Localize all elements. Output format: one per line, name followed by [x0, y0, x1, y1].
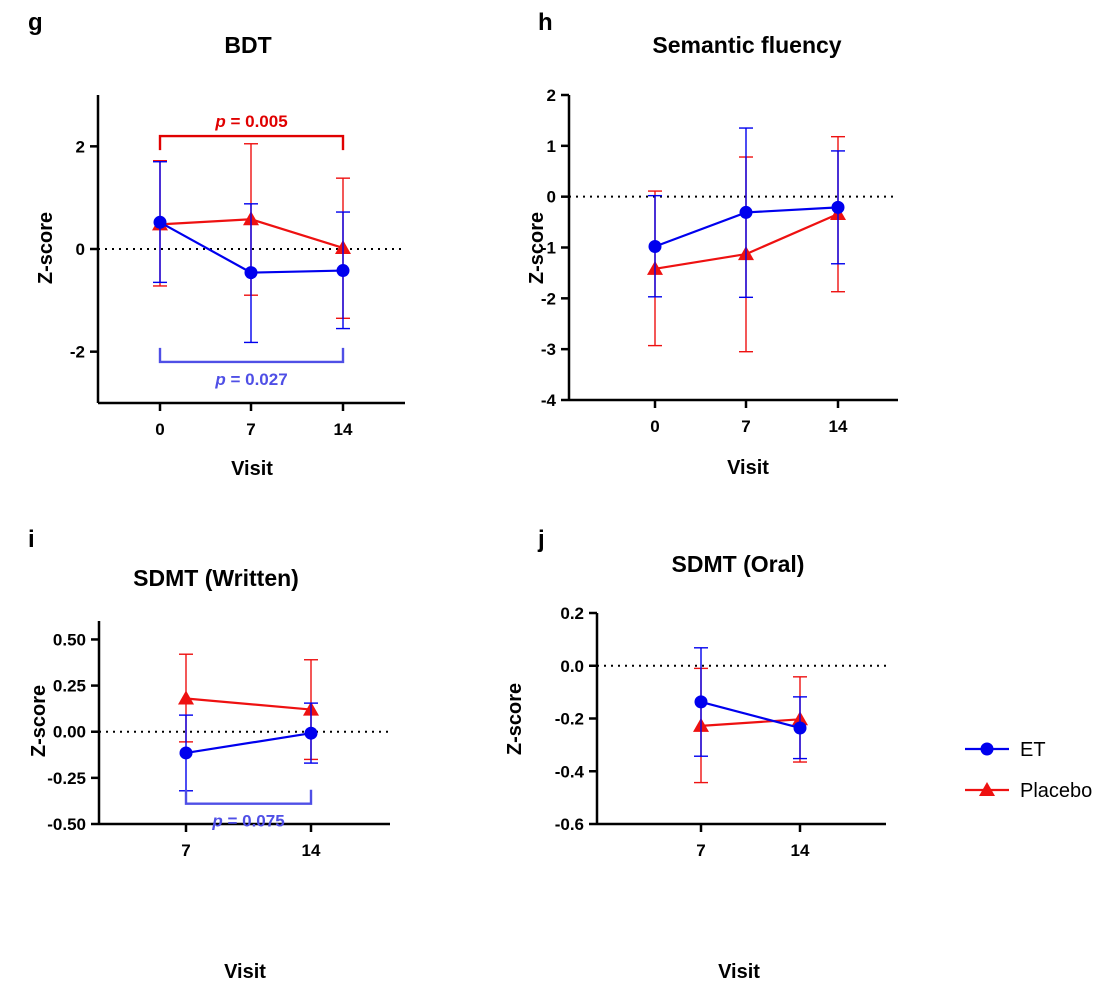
chart-title-i: SDMT (Written) [133, 565, 299, 591]
panel-h: h Semantic fluency -4 -3 -2 -1 0 1 2 0 7 14 Visit Z-s… [526, 9, 898, 479]
y-tick-label-i: 0.50 [53, 630, 86, 649]
y-tick-label-h: -3 [541, 340, 556, 359]
y-tick-label-i: 0.00 [53, 723, 86, 742]
data-point-et-i [304, 726, 318, 740]
data-point-et-h [739, 205, 753, 219]
x-tick-label-h: 7 [741, 417, 750, 436]
data-point-et-j [694, 695, 708, 709]
panel-letter-h: h [538, 9, 553, 36]
panel-letter-i: i [28, 526, 35, 553]
panel-letter-g: g [28, 9, 43, 36]
y-tick-label-h: 0 [547, 188, 556, 207]
y-tick-label-h: -1 [541, 239, 556, 258]
data-point-et-h [831, 200, 845, 214]
data-point-placebo-i [178, 690, 194, 705]
y-tick-label-i: 0.25 [53, 677, 86, 696]
y-tick-label-i: -0.25 [47, 769, 86, 788]
data-point-et-g [336, 264, 350, 278]
series-line-placebo-j [700, 718, 801, 727]
y-axis-label-j: Z-score [504, 683, 526, 755]
legend-label-placebo: Placebo [1020, 780, 1092, 802]
y-tick-label-h: 2 [547, 86, 556, 105]
y-axis-label-g: Z-score [35, 212, 57, 284]
y-tick-label-j: 0.2 [560, 604, 584, 623]
legend: ET Placebo [965, 739, 1092, 802]
x-axis-label-g: Visit [231, 458, 273, 480]
chart-title-j: SDMT (Oral) [672, 551, 805, 577]
x-tick-label-j: 7 [696, 841, 705, 860]
p-value-label-g: p = 0.027 [214, 370, 287, 389]
panel-g: g BDT -2 0 2 0 7 14 Visit Z-score p = 0.005 p = 0.0… [28, 9, 405, 480]
chart-title-g: BDT [224, 32, 271, 58]
y-axis-label-i: Z-score [28, 685, 50, 757]
x-tick-label-i: 7 [181, 841, 190, 860]
x-tick-label-g: 14 [334, 420, 353, 439]
data-point-et-j [793, 721, 807, 735]
y-tick-label-h: -4 [541, 391, 557, 410]
x-axis-label-h: Visit [727, 457, 769, 479]
x-tick-label-i: 14 [302, 841, 321, 860]
y-tick-label-g: -2 [70, 343, 85, 362]
y-tick-label-j: -0.2 [555, 710, 584, 729]
y-tick-label-j: -0.6 [555, 815, 584, 834]
data-point-et-g [153, 215, 167, 229]
y-tick-label-g: 0 [76, 240, 85, 259]
legend-marker-et [980, 742, 994, 756]
x-axis-label-j: Visit [718, 961, 760, 983]
y-tick-label-h: -2 [541, 289, 556, 308]
y-tick-label-g: 2 [76, 137, 85, 156]
x-tick-label-g: 7 [246, 420, 255, 439]
x-tick-label-h: 14 [829, 417, 848, 436]
p-value-label-g: p = 0.005 [214, 112, 287, 131]
x-axis-label-i: Visit [224, 961, 266, 983]
legend-marker-placebo [979, 782, 995, 796]
x-tick-label-g: 0 [155, 420, 164, 439]
series-line-et-i [185, 732, 312, 755]
panel-j: j SDMT (Oral) -0.6 -0.4 -0.2 0.0 0.2 7 14 Visit Z-… [504, 526, 886, 983]
significance-bracket-i [184, 789, 313, 805]
x-tick-label-j: 14 [791, 841, 810, 860]
x-tick-label-h: 0 [650, 417, 659, 436]
data-point-et-h [648, 239, 662, 253]
series-line-et-j [700, 700, 801, 730]
y-axis-label-h: Z-score [526, 212, 548, 284]
legend-label-et: ET [1020, 739, 1046, 761]
y-tick-label-j: -0.4 [555, 762, 585, 781]
y-tick-label-j: 0.0 [560, 657, 584, 676]
p-value-label-i: p = 0.075 [211, 812, 284, 831]
y-tick-label-i: -0.50 [47, 815, 86, 834]
y-tick-label-h: 1 [547, 137, 556, 156]
significance-bracket-g [158, 347, 345, 364]
data-point-et-i [179, 746, 193, 760]
panel-letter-j: j [537, 526, 545, 553]
significance-bracket-g [158, 134, 345, 151]
data-point-et-g [244, 266, 258, 280]
chart-title-h: Semantic fluency [652, 32, 841, 58]
series-line-placebo-i [185, 697, 312, 711]
panel-i: i SDMT (Written) -0.50 -0.25 0.00 0.25 0.50 7 14… [28, 526, 390, 983]
